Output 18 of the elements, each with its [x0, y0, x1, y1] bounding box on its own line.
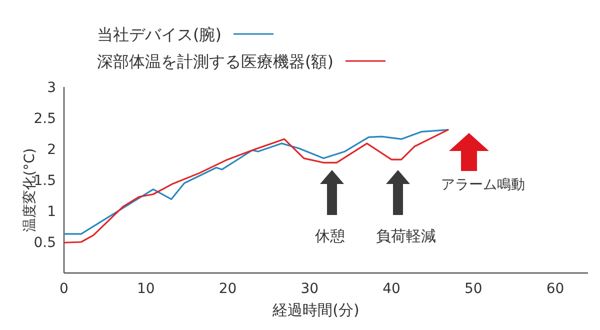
y-tick-label: 3: [47, 80, 56, 96]
y-tick-label: 2: [47, 142, 56, 158]
x-tick-label: 20: [218, 281, 237, 297]
annotation: 休憩: [315, 227, 345, 245]
x-tick-label: 50: [464, 281, 482, 297]
x-tick-label: 30: [300, 281, 319, 297]
annotation: アラーム鳴動: [441, 177, 525, 193]
y-tick-label: 1: [47, 204, 56, 220]
y-tick-label: 2.5: [34, 111, 56, 127]
x-tick-label: 60: [546, 281, 564, 297]
annotation: 負荷軽減: [376, 227, 436, 245]
x-tick-label: 40: [382, 281, 400, 297]
y-tick-label: 0.5: [34, 235, 56, 251]
legend-label: 深部体温を計測する医療機器(額): [97, 52, 334, 71]
x-tick-label: 0: [60, 281, 68, 297]
x-axis-title: 経過時間(分): [272, 301, 360, 319]
legend-label: 当社デバイス(腕): [97, 25, 222, 44]
x-tick-label: 10: [136, 281, 155, 297]
